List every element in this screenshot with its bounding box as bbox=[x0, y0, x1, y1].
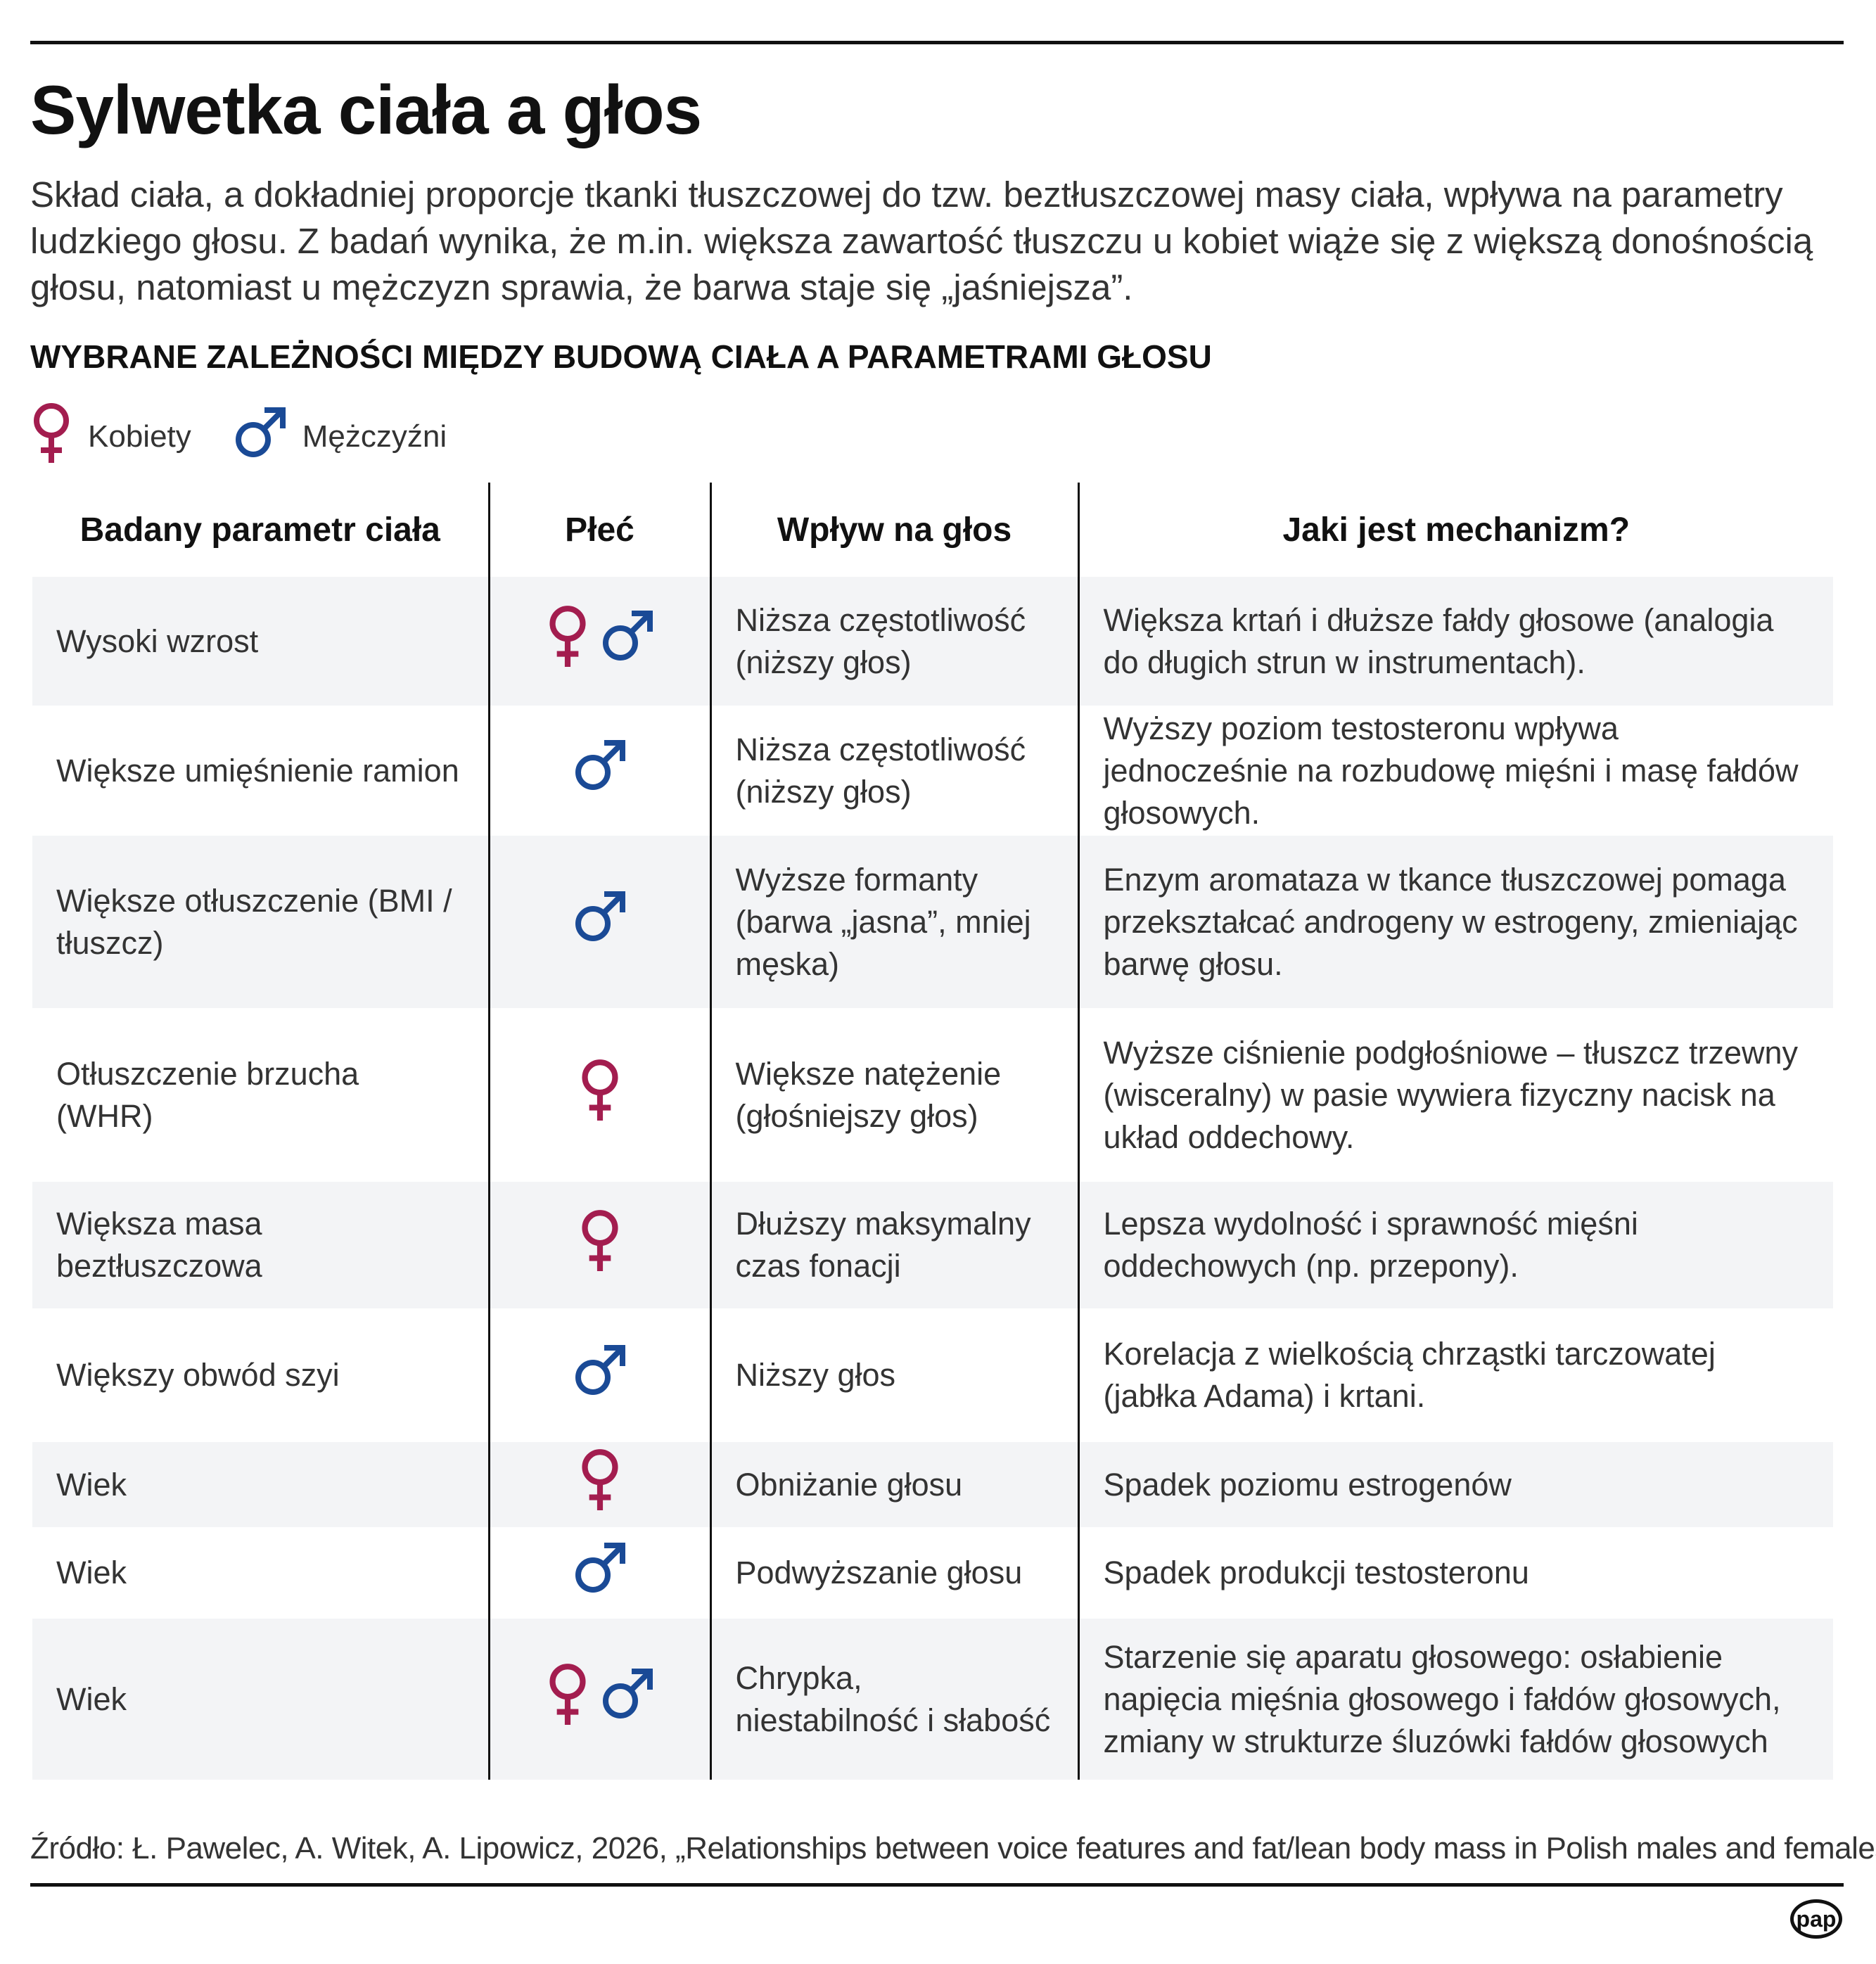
cell-effect: Dłuższy maksymalny czas fonacji bbox=[709, 1182, 1078, 1308]
table-row: Większe umięśnienie ramion Niższa częstot… bbox=[32, 706, 1833, 836]
cell-mechanism: Spadek poziomu estrogenów bbox=[1077, 1442, 1833, 1527]
source-note: Źródło: Ł. Pawelec, A. Witek, A. Lipowic… bbox=[30, 1831, 1876, 1866]
cell-sex bbox=[487, 577, 710, 706]
cell-sex bbox=[487, 1308, 710, 1442]
male-icon bbox=[573, 1540, 627, 1607]
cell-sex bbox=[487, 1182, 710, 1308]
cell-mechanism: Spadek produkcji testosteronu bbox=[1077, 1527, 1833, 1619]
table-row: Wiek Podwyższanie głosu Spadek produkcji t… bbox=[32, 1527, 1833, 1619]
legend: Kobiety Mężczyźni bbox=[30, 401, 489, 472]
table-header: Badany parametr ciała Płeć Wpływ na głos… bbox=[32, 483, 1833, 577]
female-icon bbox=[578, 1447, 622, 1522]
page-title: Sylwetka ciała a głos bbox=[30, 71, 702, 148]
cell-param: Wiek bbox=[56, 1555, 127, 1590]
lead-paragraph: Skład ciała, a dokładniej proporcje tkan… bbox=[30, 174, 1813, 307]
cell-param: Wysoki wzrost bbox=[32, 577, 489, 706]
legend-male: Mężczyźni bbox=[234, 404, 447, 468]
cell-mechanism: Starzenie się aparatu głosowego: osłabie… bbox=[1077, 1619, 1833, 1780]
female-icon bbox=[546, 1662, 589, 1737]
cell-mechanism: Enzym aromataza w tkance tłuszczowej pom… bbox=[1077, 836, 1833, 1008]
table-row: Większa masa beztłuszczowa Dłuższy maksym… bbox=[32, 1182, 1833, 1308]
cell-param: Większe umięśnienie ramion bbox=[56, 752, 459, 789]
bottom-rule bbox=[30, 1883, 1844, 1887]
cell-effect: Obniżanie głosu bbox=[709, 1442, 1078, 1527]
legend-female: Kobiety bbox=[30, 401, 191, 472]
cell-effect: Chrypka, niestabilność i słabość bbox=[709, 1619, 1078, 1780]
female-icon bbox=[578, 1208, 622, 1283]
table-row: Otłuszczenie brzucha (WHR) Większe natęże… bbox=[32, 1008, 1833, 1182]
cell-param: Otłuszczenie brzucha (WHR) bbox=[56, 1055, 359, 1134]
cell-effect: Niższa częstotliwość (niższy głos) bbox=[709, 577, 1078, 706]
cell-param: Większe otłuszczenie (BMI / tłuszcz) bbox=[32, 836, 489, 1008]
legend-male-label: Mężczyźni bbox=[302, 419, 447, 454]
cell-sex bbox=[487, 836, 710, 1008]
male-icon bbox=[573, 888, 627, 955]
male-icon bbox=[234, 404, 302, 468]
table-row: Wysoki wzrost Niższa częstotliwość (niższ… bbox=[32, 577, 1833, 706]
female-icon bbox=[546, 604, 589, 679]
cell-mechanism: Korelacja z wielkością chrząstki tarczow… bbox=[1077, 1308, 1833, 1442]
relationships-table: Badany parametr ciała Płeć Wpływ na głos… bbox=[32, 483, 1833, 1780]
cell-param: Wiek bbox=[32, 1442, 489, 1527]
table-row: Większy obwód szyi Niższy głos Korelacja z… bbox=[32, 1308, 1833, 1442]
cell-sex bbox=[487, 1619, 710, 1780]
legend-female-label: Kobiety bbox=[88, 419, 191, 454]
cell-mechanism: Wyższe ciśnienie podgłośniowe – tłuszcz … bbox=[1077, 1008, 1833, 1182]
header-param: Badany parametr ciała bbox=[79, 511, 440, 549]
cell-mechanism: Większa krtań i dłuższe fałdy głosowe (a… bbox=[1077, 577, 1833, 706]
cell-param: Większy obwód szyi bbox=[56, 1357, 340, 1393]
cell-sex bbox=[487, 1008, 710, 1182]
cell-effect: Podwyższanie głosu bbox=[709, 1527, 1078, 1619]
cell-effect: Większe natężenie (głośniejszy głos) bbox=[709, 1008, 1078, 1182]
header-sex: Płeć bbox=[487, 483, 710, 577]
cell-param: Wiek bbox=[32, 1619, 489, 1780]
table-row: Większe otłuszczenie (BMI / tłuszcz) Wyżs… bbox=[32, 836, 1833, 1008]
male-icon bbox=[601, 1666, 654, 1733]
top-rule bbox=[30, 41, 1844, 44]
cell-param: Większa masa beztłuszczowa bbox=[32, 1182, 489, 1308]
cell-effect: Wyższe formanty (barwa „jasna”, mniej mę… bbox=[709, 836, 1078, 1008]
table-row: Wiek Chrypka, niestabilność i słabość Star… bbox=[32, 1619, 1833, 1780]
female-icon bbox=[578, 1057, 622, 1133]
cell-sex bbox=[487, 706, 710, 836]
pap-logo: pap bbox=[1790, 1899, 1842, 1939]
cell-sex bbox=[487, 1527, 710, 1619]
header-effect: Wpływ na głos bbox=[709, 483, 1078, 577]
cell-effect: Niższy głos bbox=[709, 1308, 1078, 1442]
male-icon bbox=[573, 737, 627, 804]
table-row: Wiek Obniżanie głosu Spadek poziomu estrog… bbox=[32, 1442, 1833, 1527]
male-icon bbox=[573, 1342, 627, 1409]
cell-effect: Niższa częstotliwość (niższy głos) bbox=[709, 706, 1078, 836]
female-icon bbox=[30, 401, 88, 472]
male-icon bbox=[601, 608, 654, 675]
cell-mechanism: Lepsza wydolność i sprawność mięśni odde… bbox=[1077, 1182, 1833, 1308]
header-mechanism: Jaki jest mechanizm? bbox=[1077, 483, 1833, 577]
section-heading: WYBRANE ZALEŻNOŚCI MIĘDZY BUDOWĄ CIAŁA A… bbox=[30, 338, 1212, 375]
cell-sex bbox=[487, 1442, 710, 1527]
cell-mechanism: Wyższy poziom testosteronu wpływa jednoc… bbox=[1077, 706, 1833, 836]
